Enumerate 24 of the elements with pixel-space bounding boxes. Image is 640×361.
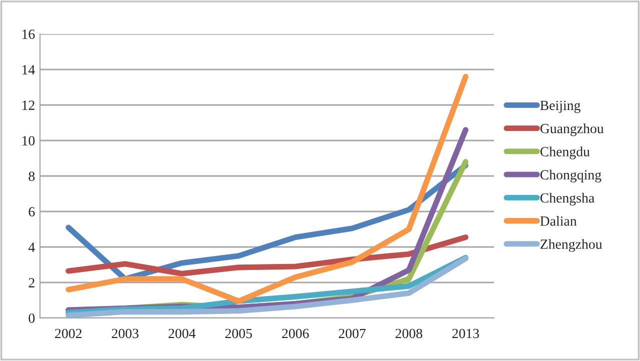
x-tick-label: 2008	[396, 328, 422, 338]
y-tick-label: 14	[22, 65, 35, 74]
legend-label: Beijing	[540, 100, 580, 113]
y-tick-label: 2	[28, 278, 34, 288]
legend-label: Zhengzhou	[540, 239, 602, 252]
x-tick-label: 2005	[225, 328, 252, 338]
x-tick-label: 2003	[112, 328, 138, 338]
x-tick-label: 2013	[452, 328, 479, 338]
y-tick-label: 16	[22, 30, 35, 39]
y-tick-label: 4	[28, 242, 35, 252]
legend-label: Dalian	[540, 216, 577, 226]
y-tick-label: 6	[28, 207, 35, 216]
legend-label: Chengdu	[540, 146, 590, 160]
x-tick-label: 2006	[282, 328, 309, 338]
x-tick-label: 2004	[168, 328, 196, 338]
x-tick-label: 2007	[338, 328, 366, 338]
legend-label: Guangzhou	[540, 123, 604, 136]
legend-label: Chengsha	[540, 192, 594, 206]
x-tick-label: 2002	[55, 328, 82, 338]
y-tick-label: 12	[22, 100, 34, 110]
legend-label: Chongqing	[540, 170, 602, 182]
y-tick-label: 10	[22, 136, 35, 146]
y-tick-label: 8	[28, 172, 35, 181]
y-tick-label: 0	[28, 314, 35, 323]
